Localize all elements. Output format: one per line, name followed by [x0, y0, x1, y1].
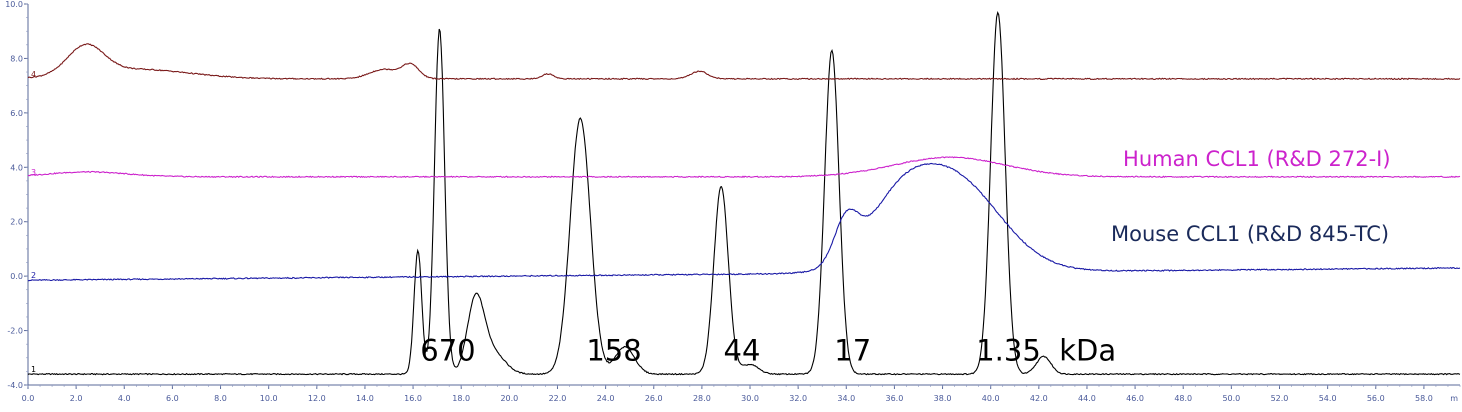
x-tick-label: 48.0: [1174, 394, 1192, 403]
y-tick-label: 4.0: [10, 163, 23, 172]
x-tick-label: 24.0: [597, 394, 615, 403]
x-tick-label: 18.0: [452, 394, 470, 403]
mw-label: 670: [420, 334, 475, 368]
x-tick-label: 22.0: [549, 394, 567, 403]
trace-4-line: [27, 43, 1461, 81]
x-tick-label: 56.0: [1367, 394, 1385, 403]
x-tick-label: 50.0: [1222, 394, 1240, 403]
x-tick-label: 2.0: [70, 394, 83, 403]
trace-numbers: 1 2 3 4: [31, 70, 36, 374]
x-tick-label: 14.0: [356, 394, 374, 403]
x-tick-label: 8.0: [214, 394, 227, 403]
trace-1-number: 1: [31, 365, 36, 374]
y-tick-label: 8.0: [10, 54, 23, 63]
x-tick-label: 46.0: [1126, 394, 1144, 403]
trace-3-line: [27, 156, 1461, 179]
axes: 10.0 8.0 6.0 4.0 2.0 0.0 -2.0 -4.0 0.0 2.0 4.0 6.0 8…: [5, 0, 1461, 403]
y-tick-label: -2.0: [7, 327, 23, 336]
series-label: Mouse CCL1 (R&D 845-TC): [1111, 222, 1389, 246]
x-tick-label: 32.0: [789, 394, 807, 403]
y-tick-label: 2.0: [10, 218, 23, 227]
series-label: Human CCL1 (R&D 272-I): [1123, 147, 1391, 171]
legend: Human CCL1 (R&D 272-I) Mouse CCL1 (R&D 84…: [1111, 147, 1391, 246]
trace-1-line: [27, 10, 1461, 376]
annotations: 670 158 44 17 1.35 kDa: [420, 334, 1116, 368]
x-tick-label: 44.0: [1078, 394, 1096, 403]
x-tick-label: 28.0: [693, 394, 711, 403]
mw-label: 17: [834, 334, 871, 368]
trace-4-number: 4: [31, 70, 36, 79]
x-tick-label: 38.0: [934, 394, 952, 403]
trace-2-line: [28, 162, 1461, 282]
x-tick-label: 4.0: [118, 394, 131, 403]
mw-label: 158: [586, 334, 641, 368]
x-tick-label: 42.0: [1030, 394, 1048, 403]
traces: [27, 10, 1461, 376]
y-tick-label: 6.0: [10, 109, 23, 118]
x-tick-label: 0.0: [22, 394, 35, 403]
x-tick-label: 54.0: [1319, 394, 1337, 403]
x-tick-label: 16.0: [404, 394, 422, 403]
trace-3-number: 3: [31, 168, 36, 177]
y-tick-label: 0.0: [10, 272, 23, 281]
x-tick-label: 6.0: [166, 394, 179, 403]
y-tick-label: -4.0: [7, 381, 23, 390]
x-tick-label: 58.0: [1415, 394, 1433, 403]
trace-2-number: 2: [31, 271, 36, 280]
x-tick-label: 52.0: [1271, 394, 1289, 403]
x-tick-label: 40.0: [982, 394, 1000, 403]
x-tick-label: 20.0: [500, 394, 518, 403]
mw-label: 1.35 kDa: [976, 334, 1116, 368]
x-tick-label: 10.0: [260, 394, 278, 403]
x-axis-label-fragment: m: [1450, 394, 1458, 403]
x-tick-label: 12.0: [308, 394, 326, 403]
x-tick-label: 30.0: [741, 394, 759, 403]
mw-label: 44: [724, 334, 761, 368]
x-tick-label: 36.0: [886, 394, 904, 403]
x-tick-label: 34.0: [837, 394, 855, 403]
y-tick-label: 10.0: [5, 0, 23, 9]
x-tick-label: 26.0: [645, 394, 663, 403]
